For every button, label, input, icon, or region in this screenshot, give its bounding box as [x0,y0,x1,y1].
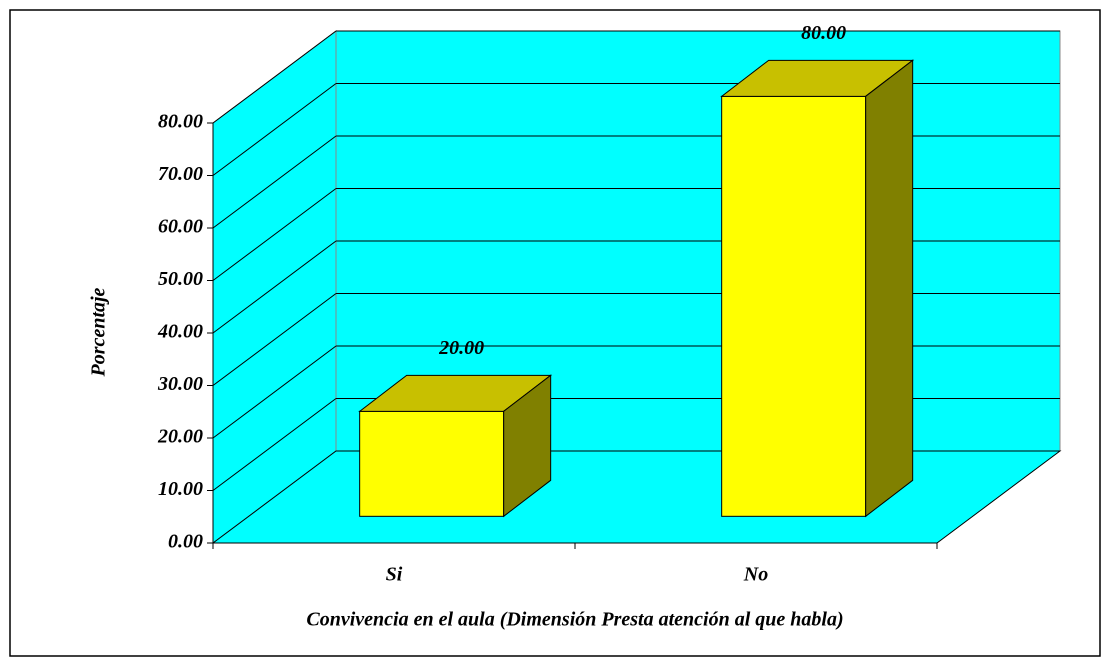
bar-side [503,374,552,518]
value-label: 80.00 [801,22,846,44]
bar-side [865,59,914,518]
y-tick-label: 30.00 [157,373,203,395]
y-tick-label: 70.00 [158,163,203,185]
bar-front [721,95,867,517]
y-tick-label: 80.00 [158,111,203,133]
grid-line [212,30,337,124]
y-tick-label: 40.00 [157,321,203,343]
x-tick-label: No [743,564,768,586]
grid-line [212,83,337,176]
grid-line [212,293,337,386]
y-tick-label: 60.00 [158,216,203,238]
y-tick-label: 50.00 [158,268,203,290]
grid-line [212,240,337,334]
x-tick-label: Si [386,564,403,586]
y-tick-label: 10.00 [158,478,203,500]
y-tick-label: 0.00 [168,531,203,553]
y-axis-title: Porcentaje [88,287,110,377]
grid-line [212,188,337,281]
y-tick-label: 20.00 [157,426,203,448]
grid-line [212,345,337,439]
grid-line [212,398,337,491]
x-axis-title: Convivencia en el aula (Dimensión Presta… [306,609,843,631]
value-label: 20.00 [438,337,484,359]
grid-line [212,135,337,229]
bar-front [359,410,505,517]
floor [211,450,1062,544]
